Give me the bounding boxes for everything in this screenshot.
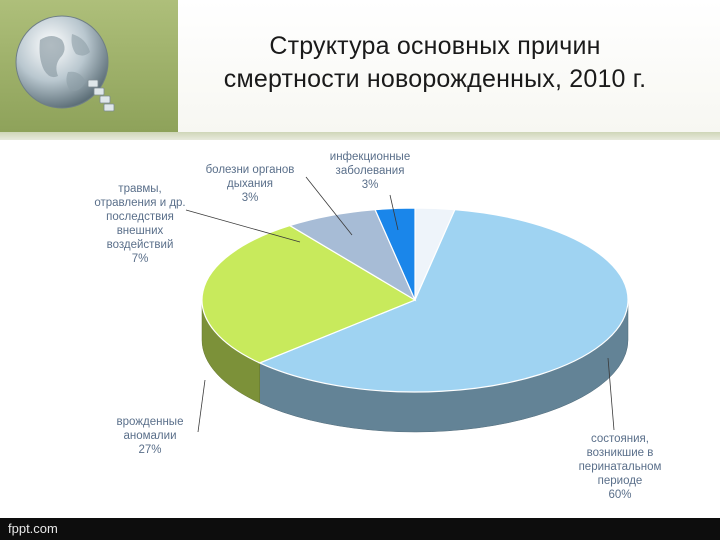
pie-chart: инфекционные заболевания 3% состояния, возни… — [94, 151, 661, 501]
slice-label-line: врожденные — [117, 416, 184, 428]
slide-footer: fppt.com — [0, 518, 720, 540]
slice-label-line: заболевания — [336, 165, 405, 177]
slice-label-4: болезни органов дыхания 3% — [206, 164, 295, 204]
leader-line-1 — [607, 357, 615, 431]
globe-icon — [15, 15, 115, 112]
slice-label-line: дыхания — [227, 178, 273, 190]
slice-label-line: перинатальном — [579, 461, 662, 473]
slide-header: Структура основных причин смертности нов… — [0, 0, 720, 132]
slice-label-line: возникшие в — [587, 447, 654, 459]
slice-label-line: состояния, — [591, 433, 649, 445]
slice-label-line: травмы, — [118, 183, 161, 195]
leader-line-4 — [305, 176, 353, 236]
slice-label-line: отравления и др. — [94, 197, 185, 209]
pie-labels: инфекционные заболевания 3% состояния, возни… — [94, 151, 661, 501]
title-line-2: смертности новорожденных, 2010 г. — [223, 65, 647, 93]
title-line-1: Структура основных причин — [269, 32, 601, 60]
slice-label-0: инфекционные заболевания 3% — [330, 151, 410, 191]
slice-label-line: внешних — [117, 225, 164, 237]
slice-label-line: периоде — [598, 475, 643, 487]
slice-label-line: воздействий — [107, 239, 174, 251]
slice-label-line: последствия — [106, 211, 174, 223]
slice-label-line: инфекционные — [330, 151, 410, 163]
pie-top-faces — [201, 207, 629, 393]
slice-value-label: 27% — [138, 444, 161, 456]
leader-line-2 — [197, 379, 206, 433]
pie-slice-2 — [201, 224, 417, 364]
slice-label-1: состояния, возникшие в перинатальном период… — [579, 433, 662, 501]
slice-label-line: аномалии — [123, 430, 176, 442]
pie-slice-1 — [258, 208, 629, 393]
slice-value-label: 3% — [362, 179, 379, 191]
slice-label-2: врожденные аномалии 27% — [117, 416, 184, 456]
leader-line-3 — [185, 209, 301, 243]
slice-value-label: 3% — [242, 192, 259, 204]
footer-brand: fppt.com — [8, 521, 58, 536]
slice-value-label: 7% — [132, 253, 149, 265]
header-divider — [0, 132, 720, 140]
chart-area: инфекционные заболевания 3% состояния, возни… — [0, 140, 720, 518]
slice-label-line: болезни органов — [206, 164, 295, 176]
slide-title: Структура основных причин смертности нов… — [180, 30, 690, 96]
leader-line-0 — [389, 194, 399, 231]
slice-value-label: 60% — [608, 489, 631, 501]
slice-label-3: травмы, отравления и др. последствия внешни… — [94, 183, 185, 265]
pie-slice-4 — [374, 207, 416, 301]
